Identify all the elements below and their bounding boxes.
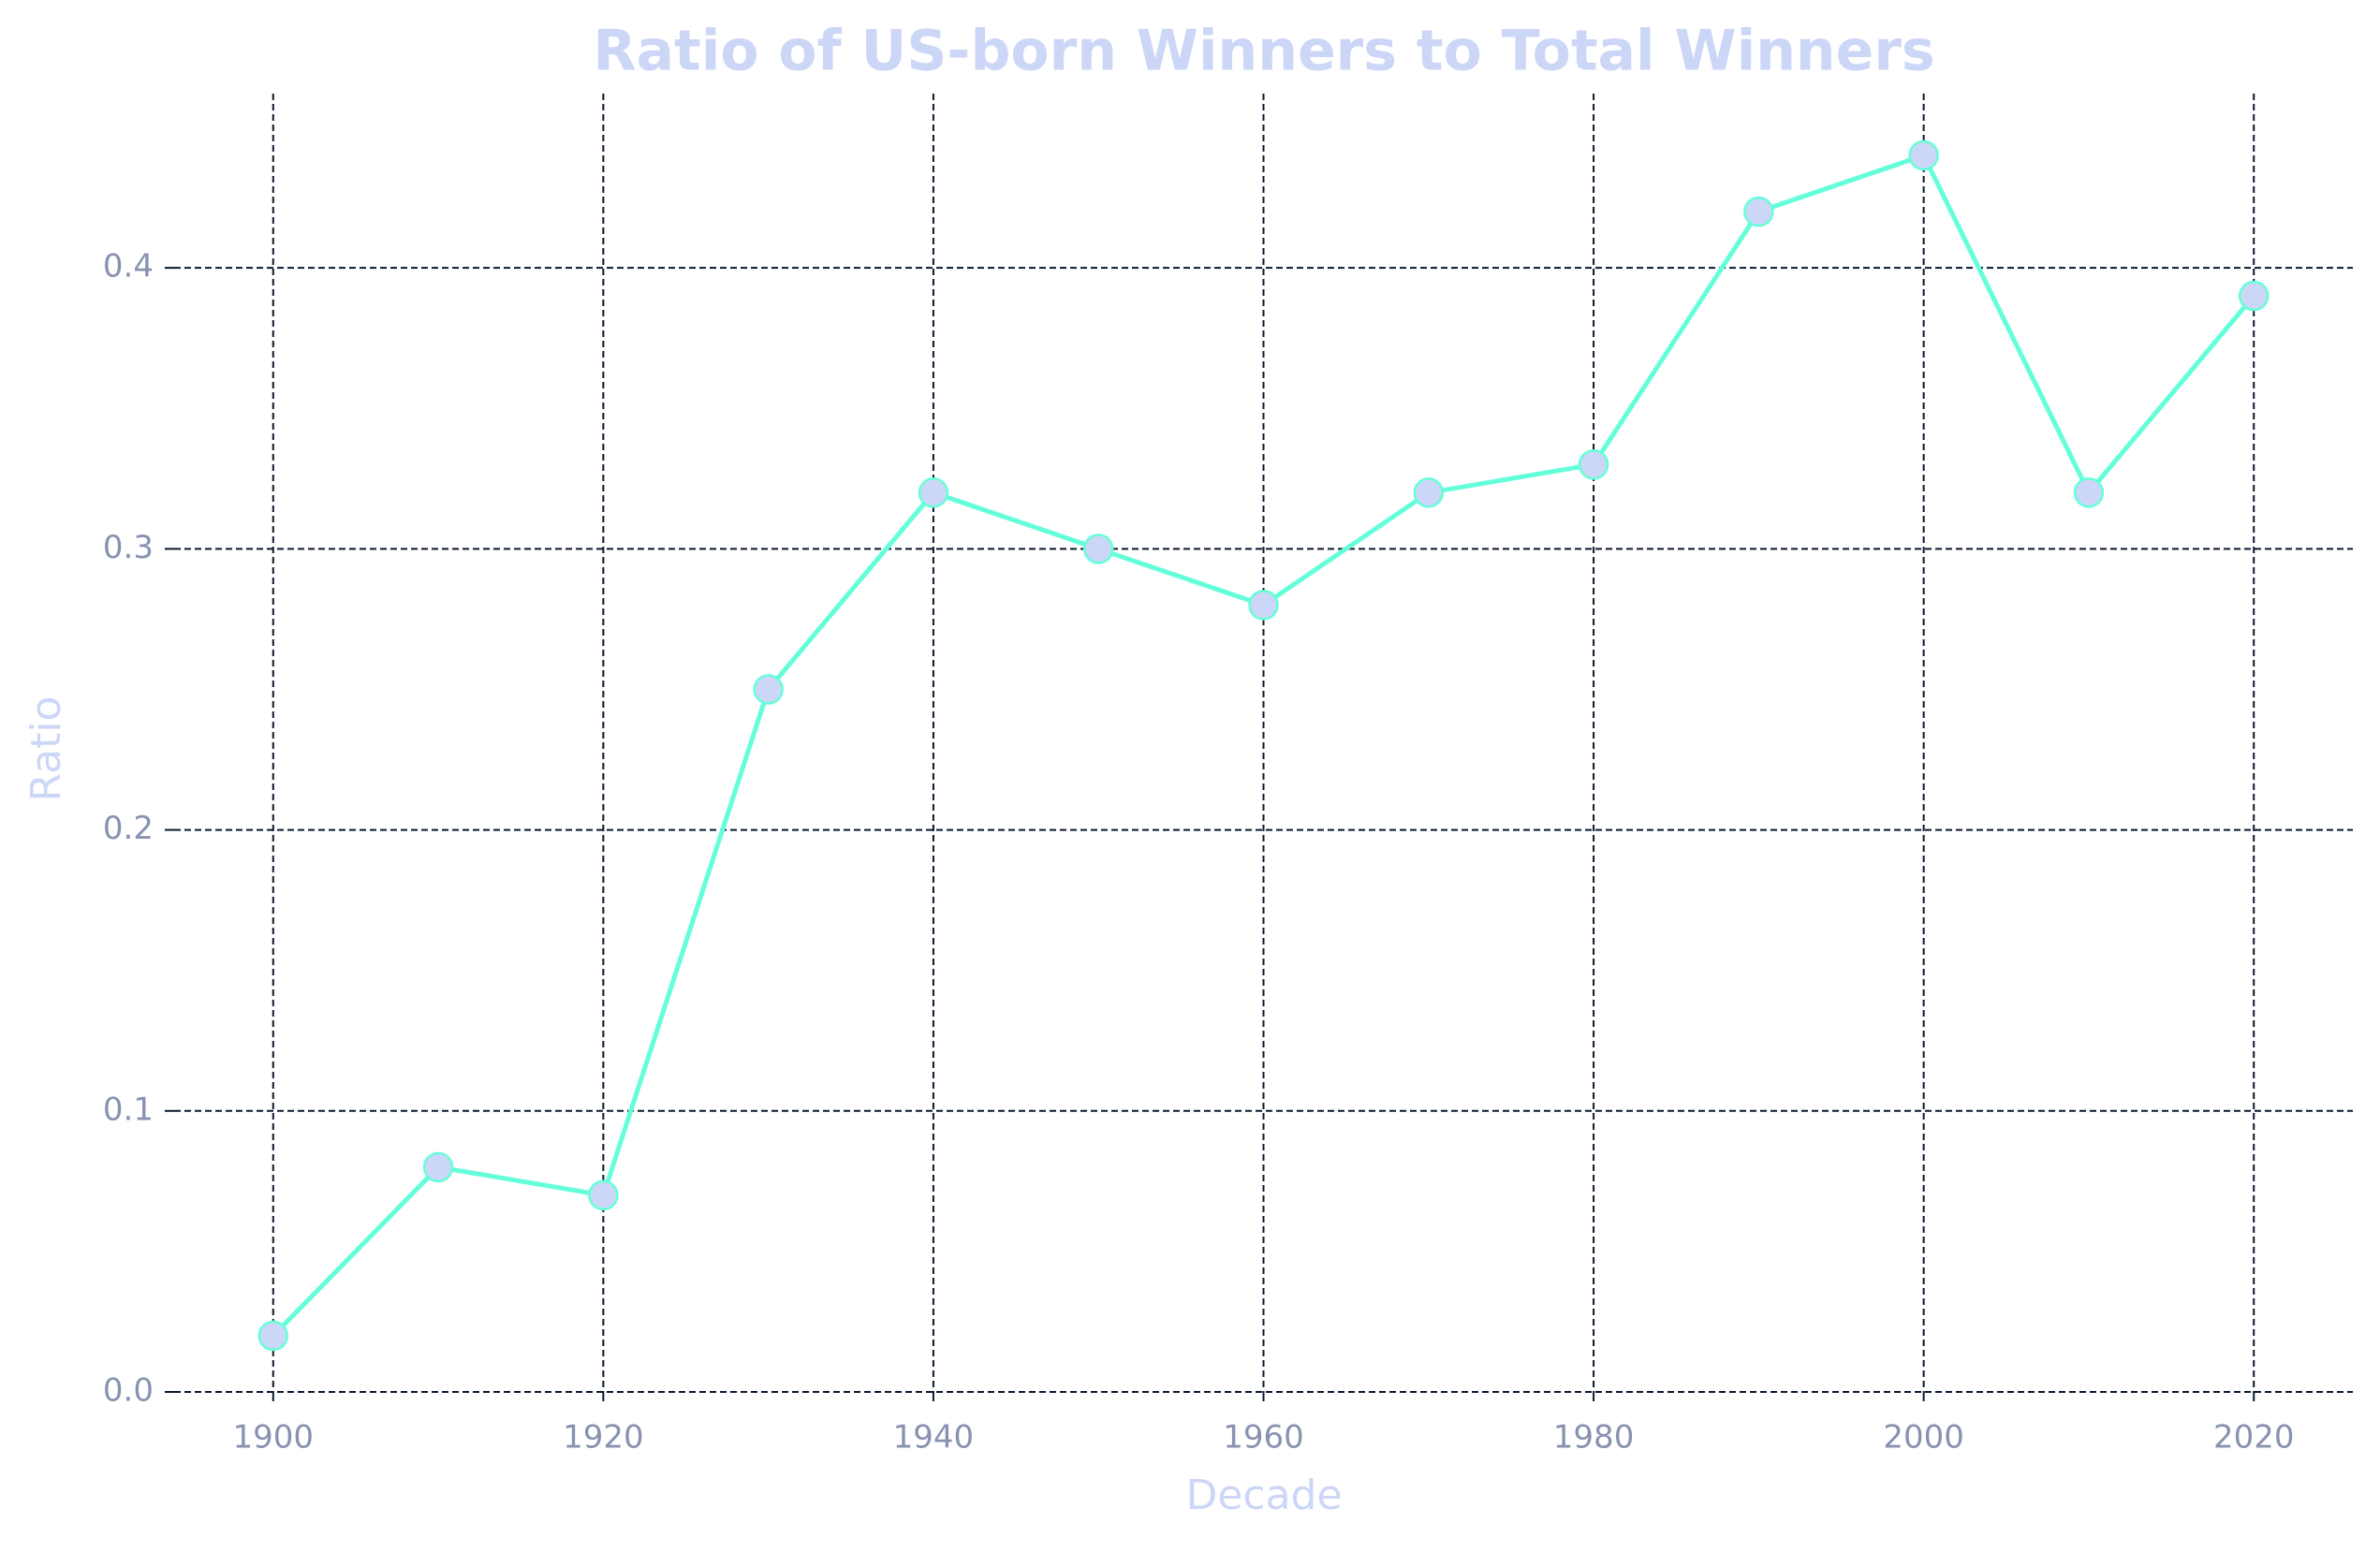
y-tick-label: 0.1 [103,1091,154,1128]
y-axis-label: Ratio [22,696,70,802]
point [2073,477,2105,508]
x-tick-label: 1940 [893,1419,975,1457]
x-tick-label: 1900 [233,1419,315,1457]
point [1082,534,1114,564]
x-axis-label: Decade [1185,1471,1342,1519]
point [1908,139,1939,171]
x-tick-label: 2000 [1883,1419,1964,1457]
x-tick-label: 1960 [1223,1419,1304,1457]
x-tick-label: 1920 [563,1419,644,1457]
point [918,477,949,508]
y-tick-label: 0.4 [103,248,154,286]
x-tick-label: 1980 [1553,1419,1635,1457]
point [257,1320,289,1352]
point [753,674,784,705]
point [1578,449,1609,480]
x-tick-label: 2020 [2213,1419,2295,1457]
y-tick-label: 0.2 [103,810,154,847]
y-tick-label: 0.3 [103,529,154,566]
point [1743,196,1774,227]
point [422,1151,454,1183]
point [1413,477,1445,508]
point [588,1179,619,1211]
point [2238,280,2270,312]
chart-title: Ratio of US-born Winners to Total Winner… [593,19,1934,84]
y-tick-label: 0.0 [103,1372,154,1410]
point [1248,590,1279,621]
